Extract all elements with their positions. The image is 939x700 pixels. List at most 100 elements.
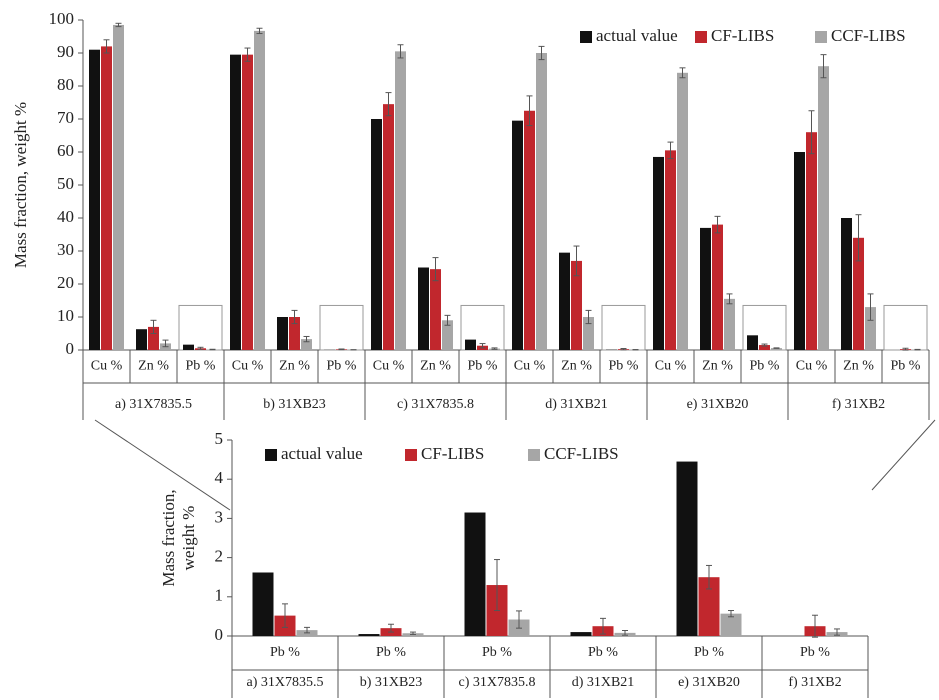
error-bar: [494, 559, 500, 612]
bar: [865, 307, 876, 350]
bar: [289, 317, 300, 350]
legend-swatch: [265, 449, 277, 461]
group-label: d) 31XB21: [545, 397, 608, 412]
legend-label: CCF-LIBS: [544, 444, 619, 463]
group-label: b) 31XB23: [263, 397, 326, 412]
error-bar: [706, 564, 712, 590]
error-bar: [197, 346, 204, 350]
x-tick-label: Pb %: [468, 359, 498, 374]
x-tick-label: Pb %: [891, 359, 921, 374]
error-bar: [491, 347, 498, 350]
bar: [853, 237, 864, 350]
error-bar: [244, 47, 251, 62]
bar: [242, 54, 253, 351]
legend-swatch: [695, 31, 707, 43]
x-tick-label: Pb %: [750, 359, 780, 374]
y-tick-label: 20: [57, 273, 74, 292]
error-bar: [728, 610, 734, 618]
x-tick-label: Cu %: [655, 359, 687, 374]
x-tick-label: Zn %: [420, 359, 451, 374]
bar: [442, 320, 453, 350]
x-tick-label: Cu %: [796, 359, 828, 374]
error-bar: [162, 339, 169, 348]
bar: [759, 345, 770, 350]
legend-swatch: [815, 31, 827, 43]
bar: [720, 613, 742, 636]
error-bar: [538, 45, 545, 61]
error-bar: [714, 215, 721, 234]
x-tick-label: Cu %: [514, 359, 546, 374]
bar: [653, 156, 664, 350]
error-bar: [397, 44, 404, 59]
bar: [794, 152, 805, 350]
bar: [676, 461, 698, 636]
legend-label: actual value: [281, 444, 363, 463]
error-bar: [726, 293, 733, 305]
error-bar: [808, 110, 815, 155]
x-tick-label: Zn %: [561, 359, 592, 374]
legend-label: CF-LIBS: [421, 444, 484, 463]
error-bar: [773, 347, 780, 349]
bar: [136, 329, 147, 350]
error-bar: [282, 603, 288, 628]
error-bar: [516, 610, 522, 629]
y-tick-label: 2: [215, 547, 224, 566]
bar: [254, 30, 265, 350]
error-bar: [620, 348, 627, 351]
error-bar: [479, 343, 486, 349]
error-bar: [600, 617, 606, 635]
legend-swatch: [580, 31, 592, 43]
error-bar: [432, 257, 439, 282]
x-tick-label: Cu %: [232, 359, 264, 374]
bar: [383, 104, 394, 351]
error-bar: [914, 348, 921, 351]
bar: [712, 224, 723, 350]
error-bar: [573, 245, 580, 277]
bar: [395, 51, 406, 350]
error-bar: [855, 214, 862, 262]
bar: [148, 326, 159, 350]
x-tick-label: Pb %: [694, 645, 724, 660]
group-label: d) 31XB21: [572, 675, 635, 690]
zoom-connector: [871, 419, 936, 491]
y-tick-label: 0: [66, 339, 75, 358]
x-tick-label: Zn %: [138, 359, 169, 374]
bar: [113, 24, 124, 350]
error-bar: [820, 54, 827, 79]
bar: [252, 572, 274, 636]
zoom-box: [178, 304, 223, 351]
x-tick-label: Pb %: [376, 645, 406, 660]
error-bar: [761, 343, 768, 347]
bar: [464, 512, 486, 636]
y-tick-label: 50: [57, 174, 74, 193]
error-bar: [303, 335, 310, 343]
error-bar: [812, 614, 818, 638]
group-label: a) 31X7835.5: [247, 675, 324, 690]
zoom-connector: [94, 419, 231, 511]
group-label: f) 31XB2: [832, 397, 885, 412]
bar: [183, 344, 194, 350]
y-axis-label: Mass fraction, weight %: [11, 102, 30, 268]
zoom-box: [601, 304, 646, 351]
error-bar: [115, 22, 122, 28]
error-bar: [256, 27, 263, 35]
bar: [818, 66, 829, 350]
bar: [524, 110, 535, 350]
y-tick-label: 3: [215, 507, 224, 526]
y-tick-label: 0: [215, 625, 224, 644]
error-bar: [834, 628, 840, 636]
y-axis-label: Mass fraction,: [159, 489, 178, 586]
x-tick-label: Zn %: [843, 359, 874, 374]
bar: [418, 267, 429, 350]
bar: [430, 269, 441, 350]
bar: [559, 252, 570, 350]
legend-label: actual value: [596, 26, 678, 45]
x-tick-label: Pb %: [800, 645, 830, 660]
error-bar: [385, 92, 392, 117]
bar: [724, 298, 735, 350]
y-tick-label: 40: [57, 207, 74, 226]
error-bar: [679, 67, 686, 79]
bar: [358, 634, 380, 636]
x-tick-label: Cu %: [373, 359, 405, 374]
error-bar: [338, 348, 345, 351]
